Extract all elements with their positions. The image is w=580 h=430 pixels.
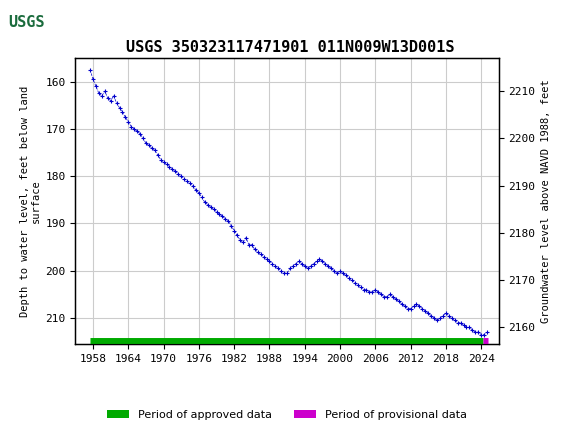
- FancyBboxPatch shape: [6, 4, 64, 41]
- Text: USGS 350323117471901 011N009W13D001S: USGS 350323117471901 011N009W13D001S: [126, 40, 454, 55]
- Legend: Period of approved data, Period of provisional data: Period of approved data, Period of provi…: [103, 405, 472, 424]
- Y-axis label: Groundwater level above NAVD 1988, feet: Groundwater level above NAVD 1988, feet: [541, 79, 551, 323]
- Text: USGS: USGS: [9, 15, 45, 30]
- Y-axis label: Depth to water level, feet below land
surface: Depth to water level, feet below land su…: [20, 86, 41, 316]
- Text: USGS: USGS: [72, 14, 128, 31]
